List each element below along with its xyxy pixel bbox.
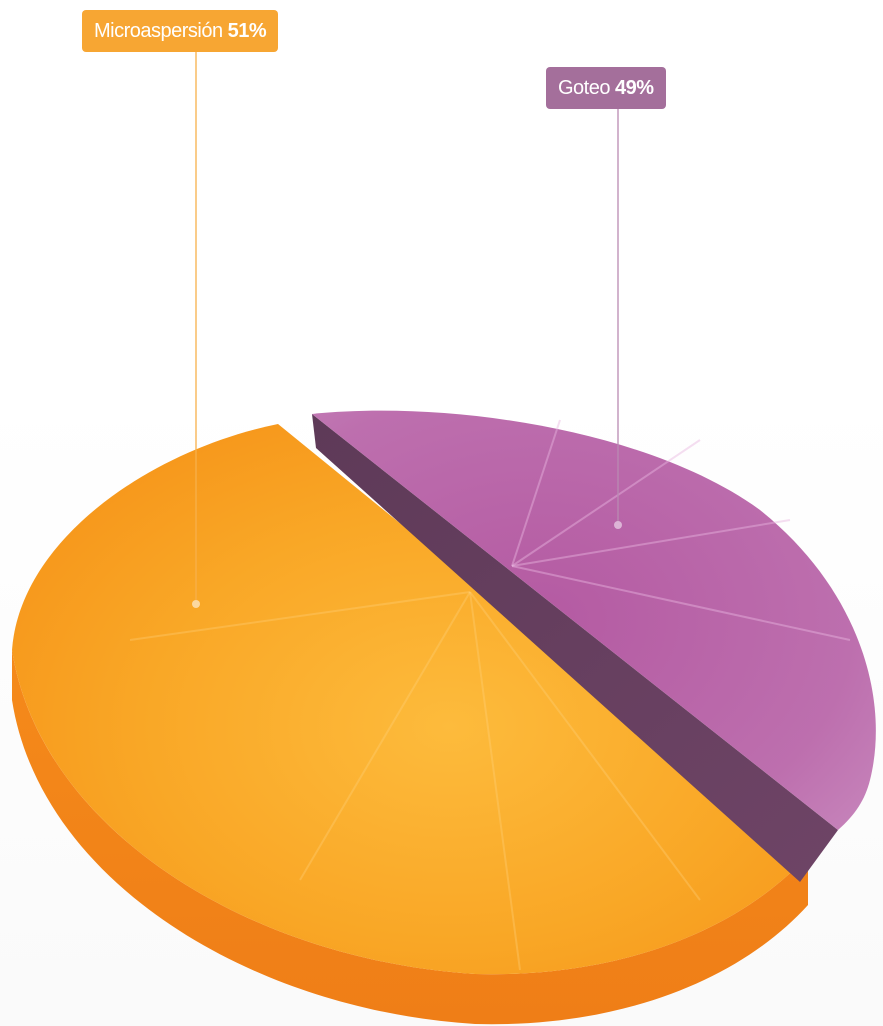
label-goteo-name: Goteo (558, 77, 610, 99)
label-goteo-value: 49% (615, 77, 654, 99)
label-microaspersion-name: Microaspersión (94, 20, 223, 42)
label-microaspersion-value: 51% (227, 20, 267, 42)
label-microaspersion: Microaspersión 51% (82, 10, 279, 52)
leader-dot-microaspersion (192, 600, 200, 608)
label-goteo: Goteo 49% (546, 67, 666, 109)
leader-dot-goteo (614, 521, 622, 529)
slice-goteo-wall (312, 414, 838, 882)
slice-microaspersion-texture (129, 591, 701, 971)
slice-microaspersion-side (12, 650, 808, 1025)
slice-goteo[interactable] (312, 410, 876, 830)
slice-goteo-texture (511, 419, 851, 641)
slice-microaspersion[interactable] (12, 424, 808, 975)
